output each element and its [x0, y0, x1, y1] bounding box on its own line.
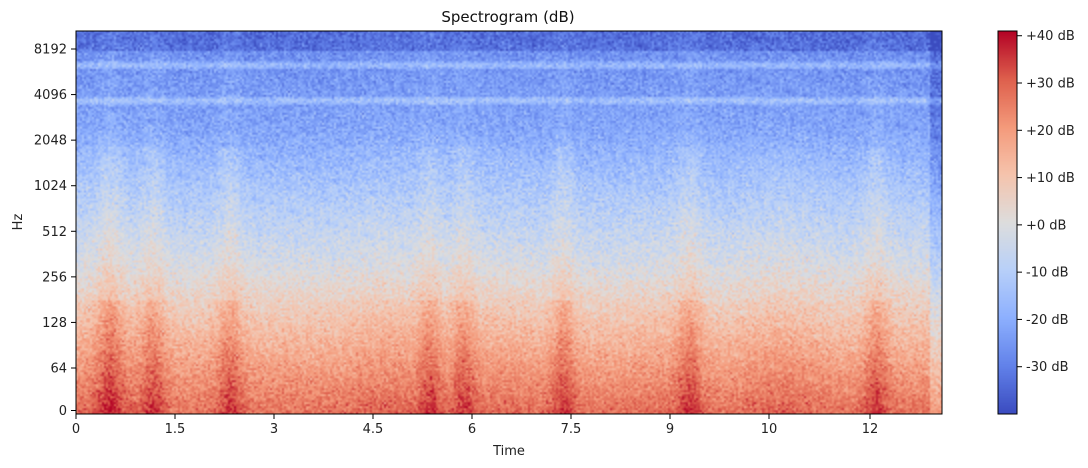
x-tick-label: 3 [270, 422, 278, 437]
y-axis: 0 64 128 256 512 1024 2048 4096 8192 [34, 43, 76, 419]
x-tick-label: 7.5 [561, 422, 582, 437]
x-axis-label: Time [492, 444, 525, 459]
heatmap-image [76, 31, 942, 414]
x-tick-label: 10 [761, 422, 778, 437]
colorbar-tick-label: -30 dB [1026, 360, 1069, 375]
y-axis-label: Hz [11, 214, 26, 231]
colorbar-gradient [998, 31, 1017, 414]
colorbar-frame [997, 30, 1018, 415]
colorbar: +40 dB +30 dB +20 dB +10 dB +0 dB -10 dB -20 d… [997, 29, 1075, 415]
y-tick-label: 2048 [34, 134, 67, 149]
colorbar-tick-label: +0 dB [1026, 218, 1066, 233]
x-axis: 0 1.5 3 4.5 6 7.5 9 10 12 [72, 414, 878, 437]
colorbar-tick-label: -10 dB [1026, 266, 1069, 281]
colorbar-tick-label: +40 dB [1026, 29, 1075, 44]
colorbar-tick-label: +20 dB [1026, 124, 1075, 139]
y-tick-label: 128 [42, 316, 67, 331]
y-tick-label: 4096 [34, 88, 67, 103]
chart-title: Spectrogram (dB) [441, 8, 574, 26]
colorbar-ticks: +40 dB +30 dB +20 dB +10 dB +0 dB -10 dB -20 d… [1017, 29, 1075, 375]
x-tick-label: 9 [666, 422, 674, 437]
y-tick-label: 8192 [34, 43, 67, 58]
x-tick-label: 12 [862, 422, 879, 437]
x-tick-label: 4.5 [363, 422, 384, 437]
colorbar-tick-label: +30 dB [1026, 77, 1075, 92]
colorbar-tick-label: -20 dB [1026, 313, 1069, 328]
y-tick-label: 256 [42, 270, 67, 285]
y-tick-label: 512 [42, 225, 67, 240]
x-tick-label: 6 [468, 422, 476, 437]
colorbar-tick-label: +10 dB [1026, 171, 1075, 186]
y-tick-label: 0 [59, 404, 67, 419]
x-tick-label: 1.5 [165, 422, 186, 437]
spectrogram-heatmap [75, 30, 943, 415]
plot-frame [75, 30, 943, 415]
y-tick-label: 64 [50, 362, 67, 377]
x-tick-label: 0 [72, 422, 80, 437]
y-tick-label: 1024 [34, 179, 67, 194]
